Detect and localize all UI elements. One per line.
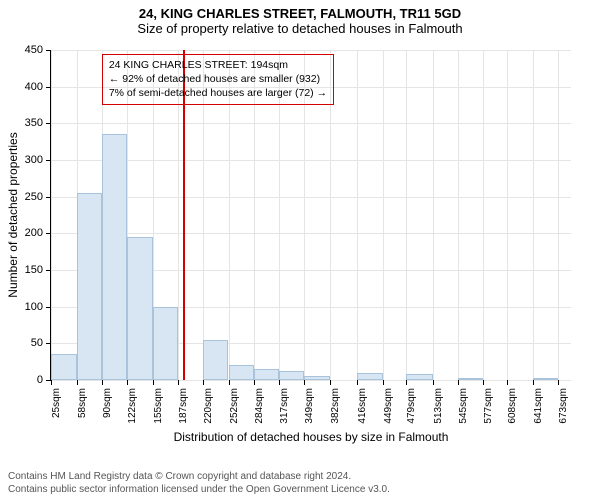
xtick-label: 416sqm <box>357 388 368 424</box>
histogram-bar <box>229 365 254 380</box>
gridline-v <box>507 50 508 380</box>
gridline-v <box>51 50 52 380</box>
xtick-label: 513sqm <box>433 388 444 424</box>
xtick-mark <box>203 380 204 385</box>
footer-line-1: Contains HM Land Registry data © Crown c… <box>8 471 390 484</box>
histogram-bar <box>458 378 483 380</box>
y-axis-title: Number of detached properties <box>6 132 20 297</box>
gridline-h <box>51 160 571 161</box>
annotation-line: 7% of semi-detached houses are larger (7… <box>109 86 327 100</box>
histogram-bar <box>279 371 304 380</box>
histogram-bar <box>203 340 228 380</box>
xtick-mark <box>406 380 407 385</box>
xtick-label: 608sqm <box>507 388 518 424</box>
gridline-v <box>483 50 484 380</box>
ytick-label: 350 <box>25 117 43 129</box>
gridline-v <box>458 50 459 380</box>
gridline-h <box>51 233 571 234</box>
histogram-bar <box>304 376 330 380</box>
xtick-label: 382sqm <box>330 388 341 424</box>
annotation-box: 24 KING CHARLES STREET: 194sqm← 92% of d… <box>102 54 334 105</box>
ytick-label: 0 <box>37 374 43 386</box>
xtick-label: 220sqm <box>203 388 214 424</box>
xtick-mark <box>279 380 280 385</box>
xtick-mark <box>330 380 331 385</box>
xtick-mark <box>383 380 384 385</box>
xtick-mark <box>433 380 434 385</box>
gridline-v <box>406 50 407 380</box>
histogram-bar <box>102 134 127 380</box>
xtick-label: 673sqm <box>558 388 569 424</box>
xtick-label: 577sqm <box>483 388 494 424</box>
xtick-label: 58sqm <box>77 388 88 418</box>
xtick-mark <box>102 380 103 385</box>
gridline-h <box>51 123 571 124</box>
plot-region: Number of detached properties Distributi… <box>50 50 571 381</box>
histogram-bar <box>77 193 102 380</box>
gridline-h <box>51 197 571 198</box>
xtick-label: 349sqm <box>304 388 315 424</box>
xtick-label: 155sqm <box>153 388 164 424</box>
title-line-1: 24, KING CHARLES STREET, FALMOUTH, TR11 … <box>0 6 600 21</box>
xtick-mark <box>229 380 230 385</box>
gridline-v <box>533 50 534 380</box>
xtick-label: 25sqm <box>51 388 62 418</box>
footer-attribution: Contains HM Land Registry data © Crown c… <box>8 471 390 496</box>
annotation-line: 24 KING CHARLES STREET: 194sqm <box>109 58 327 72</box>
ytick-label: 300 <box>25 154 43 166</box>
histogram-bar <box>406 374 433 380</box>
xtick-mark <box>77 380 78 385</box>
xtick-label: 122sqm <box>127 388 138 424</box>
title-line-2: Size of property relative to detached ho… <box>0 21 600 36</box>
xtick-mark <box>357 380 358 385</box>
ytick-label: 400 <box>25 81 43 93</box>
footer-line-2: Contains public sector information licen… <box>8 484 390 497</box>
xtick-mark <box>127 380 128 385</box>
chart-area: Number of detached properties Distributi… <box>50 50 580 430</box>
gridline-v <box>383 50 384 380</box>
annotation-line: ← 92% of detached houses are smaller (93… <box>109 72 327 86</box>
xtick-mark <box>254 380 255 385</box>
xtick-mark <box>304 380 305 385</box>
ytick-label: 150 <box>25 264 43 276</box>
gridline-v <box>357 50 358 380</box>
xtick-label: 252sqm <box>229 388 240 424</box>
xtick-label: 449sqm <box>383 388 394 424</box>
xtick-mark <box>558 380 559 385</box>
x-axis-title: Distribution of detached houses by size … <box>174 430 449 444</box>
xtick-mark <box>178 380 179 385</box>
chart-title-block: 24, KING CHARLES STREET, FALMOUTH, TR11 … <box>0 0 600 36</box>
xtick-mark <box>458 380 459 385</box>
ytick-label: 450 <box>25 44 43 56</box>
ytick-label: 250 <box>25 191 43 203</box>
xtick-label: 187sqm <box>178 388 189 424</box>
histogram-bar <box>357 373 383 380</box>
histogram-bar <box>153 307 178 380</box>
xtick-label: 641sqm <box>533 388 544 424</box>
histogram-bar <box>533 378 558 380</box>
xtick-mark <box>51 380 52 385</box>
xtick-mark <box>533 380 534 385</box>
gridline-h <box>51 380 571 381</box>
xtick-label: 284sqm <box>254 388 265 424</box>
histogram-bar <box>127 237 153 380</box>
gridline-h <box>51 50 571 51</box>
xtick-label: 479sqm <box>406 388 417 424</box>
histogram-bar <box>51 354 77 380</box>
gridline-v <box>433 50 434 380</box>
ytick-label: 100 <box>25 301 43 313</box>
xtick-mark <box>483 380 484 385</box>
histogram-bar <box>254 369 280 380</box>
xtick-mark <box>153 380 154 385</box>
xtick-label: 545sqm <box>458 388 469 424</box>
xtick-label: 90sqm <box>102 388 113 418</box>
ytick-label: 50 <box>31 337 43 349</box>
xtick-mark <box>507 380 508 385</box>
gridline-v <box>558 50 559 380</box>
xtick-label: 317sqm <box>279 388 290 424</box>
ytick-label: 200 <box>25 227 43 239</box>
